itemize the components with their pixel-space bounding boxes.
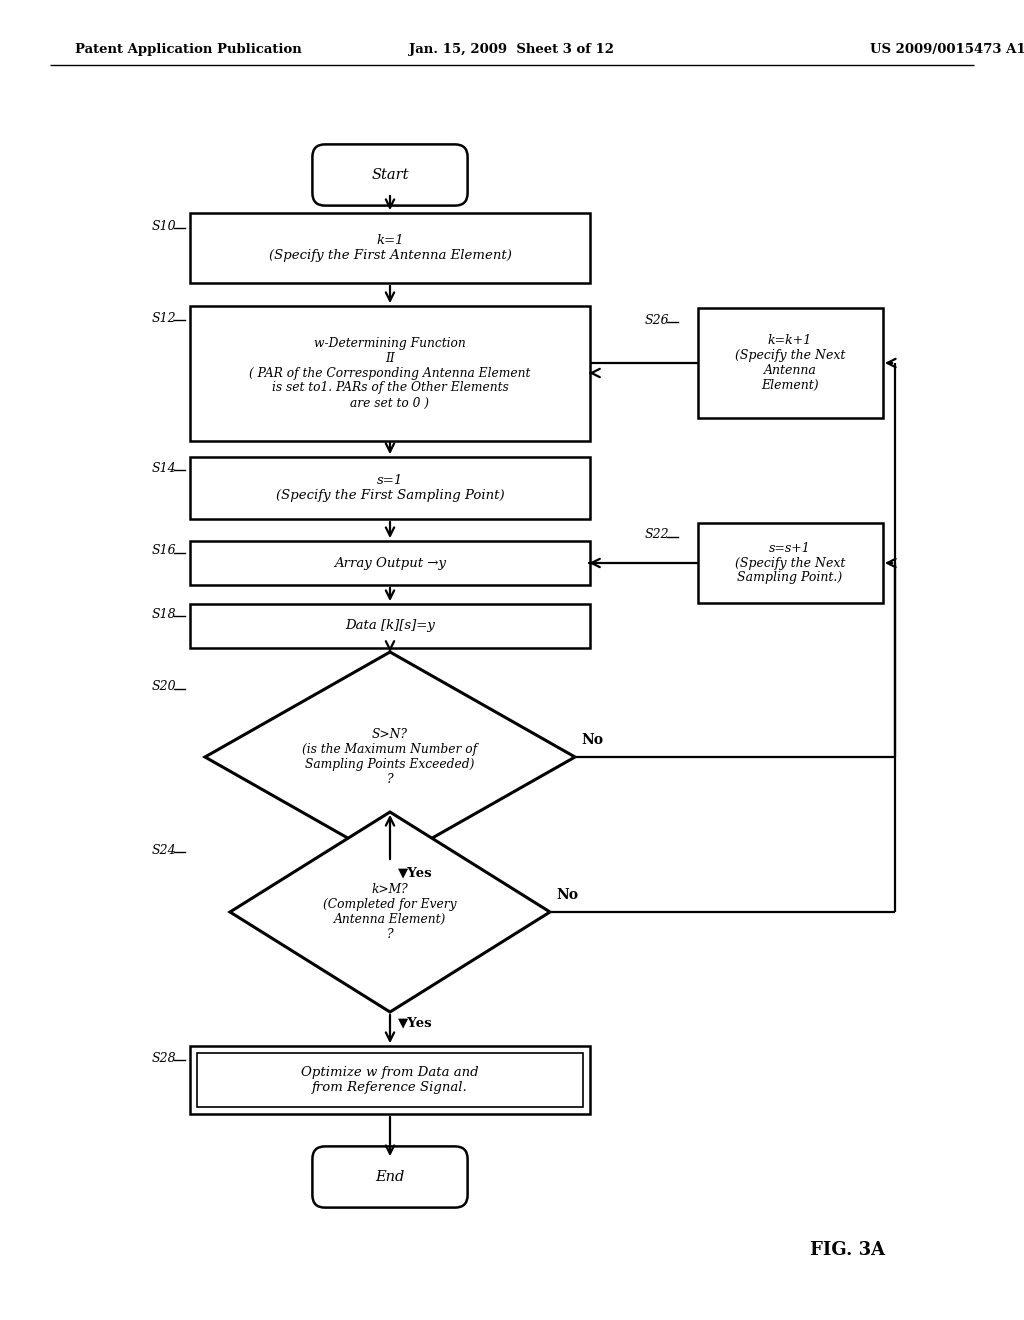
Text: S10: S10 bbox=[152, 219, 176, 232]
Text: S16: S16 bbox=[152, 544, 176, 557]
Text: ▼Yes: ▼Yes bbox=[398, 866, 432, 879]
Bar bbox=[190, 1045, 590, 1114]
Text: S28: S28 bbox=[152, 1052, 176, 1064]
Text: s=s+1
(Specify the Next
Sampling Point.): s=s+1 (Specify the Next Sampling Point.) bbox=[735, 541, 845, 585]
Text: k=k+1
(Specify the Next
Antenna
Element): k=k+1 (Specify the Next Antenna Element) bbox=[735, 334, 845, 392]
Text: s=1
(Specify the First Sampling Point): s=1 (Specify the First Sampling Point) bbox=[275, 474, 504, 502]
Text: Optimize w from Data and
from Reference Signal.: Optimize w from Data and from Reference … bbox=[301, 1067, 479, 1094]
Text: Array Output →y: Array Output →y bbox=[334, 557, 446, 569]
Bar bbox=[190, 457, 590, 519]
Bar bbox=[190, 305, 590, 441]
Text: US 2009/0015473 A1: US 2009/0015473 A1 bbox=[870, 44, 1024, 57]
Text: Jan. 15, 2009  Sheet 3 of 12: Jan. 15, 2009 Sheet 3 of 12 bbox=[410, 44, 614, 57]
Text: k=1
(Specify the First Antenna Element): k=1 (Specify the First Antenna Element) bbox=[268, 234, 511, 261]
Bar bbox=[190, 213, 590, 282]
Bar bbox=[697, 523, 883, 603]
Text: S26: S26 bbox=[645, 314, 670, 326]
Bar bbox=[197, 1053, 583, 1107]
Text: End: End bbox=[376, 1170, 404, 1184]
FancyBboxPatch shape bbox=[312, 1146, 468, 1208]
Bar bbox=[190, 605, 590, 648]
Text: S22: S22 bbox=[645, 528, 670, 541]
FancyBboxPatch shape bbox=[312, 144, 468, 206]
Text: S24: S24 bbox=[152, 843, 176, 857]
Bar bbox=[190, 541, 590, 585]
Polygon shape bbox=[205, 652, 575, 862]
Text: Data [k][s]=y: Data [k][s]=y bbox=[345, 619, 435, 632]
Bar bbox=[697, 308, 883, 418]
Text: Start: Start bbox=[372, 168, 409, 182]
Text: ▼Yes: ▼Yes bbox=[398, 1016, 432, 1030]
Text: S14: S14 bbox=[152, 462, 176, 474]
Text: S12: S12 bbox=[152, 312, 176, 325]
Text: S18: S18 bbox=[152, 607, 176, 620]
Text: S20: S20 bbox=[152, 681, 176, 693]
Text: w-Determining Function
II
( PAR of the Corresponding Antenna Element
is set to1.: w-Determining Function II ( PAR of the C… bbox=[249, 337, 530, 409]
Text: No: No bbox=[556, 888, 578, 902]
Polygon shape bbox=[230, 812, 550, 1012]
Text: FIG. 3A: FIG. 3A bbox=[810, 1241, 885, 1259]
Text: Patent Application Publication: Patent Application Publication bbox=[75, 44, 302, 57]
Text: No: No bbox=[581, 733, 603, 747]
Text: k>M?
(Completed for Every
Antenna Element)
?: k>M? (Completed for Every Antenna Elemen… bbox=[324, 883, 457, 941]
Text: S>N?
(is the Maximum Number of
Sampling Points Exceeded)
?: S>N? (is the Maximum Number of Sampling … bbox=[302, 729, 477, 785]
